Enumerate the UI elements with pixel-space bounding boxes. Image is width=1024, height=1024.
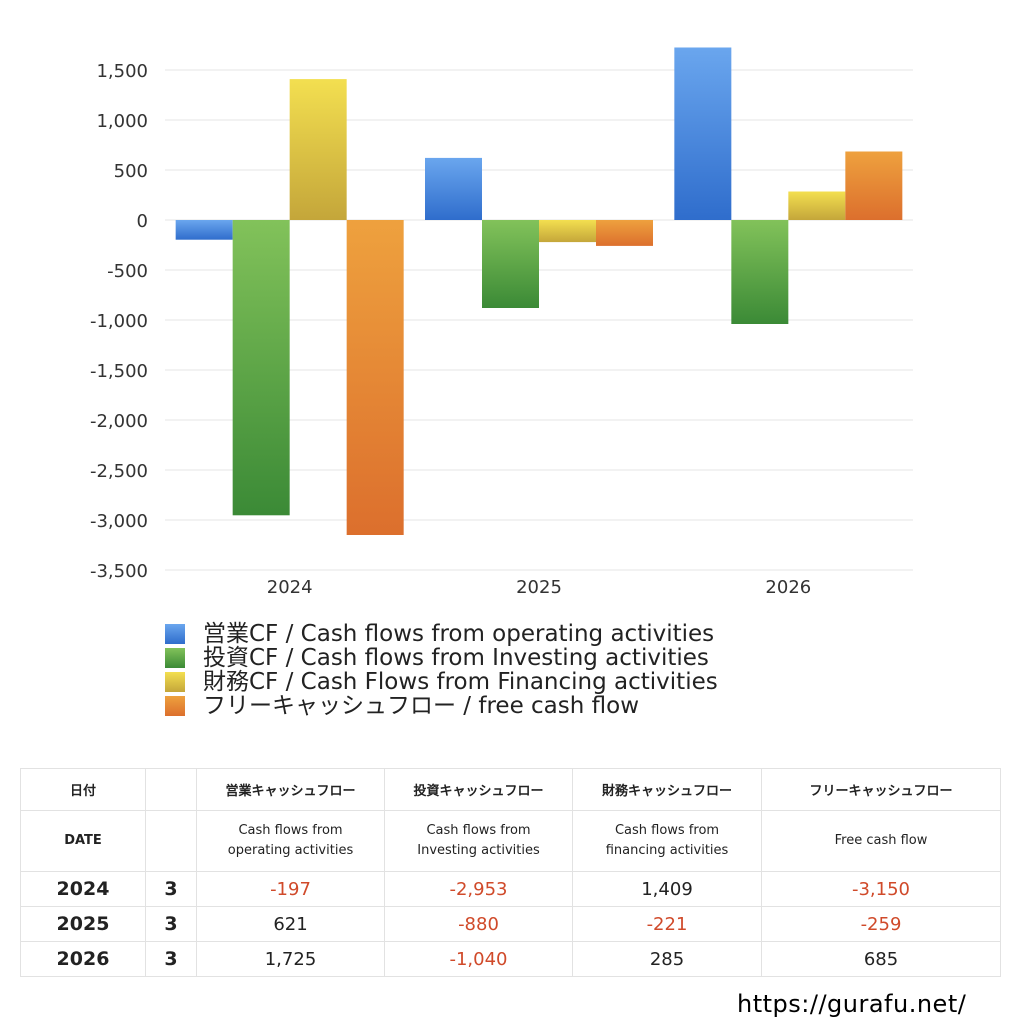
legend-item: 営業CF / Cash flows from operating activit… xyxy=(165,622,718,646)
legend-swatch xyxy=(165,624,185,644)
table-row: 2024 3 -197 -2,953 1,409 -3,150 xyxy=(20,871,1001,907)
y-tick-label: 500 xyxy=(114,161,148,182)
bars xyxy=(175,47,903,535)
cell-investing: -880 xyxy=(384,906,573,942)
header-free-ja: フリーキャッシュフロー xyxy=(761,768,1001,811)
y-tick-label: -2,500 xyxy=(90,461,148,482)
bar xyxy=(232,220,290,516)
bar xyxy=(482,220,539,308)
bar xyxy=(845,151,903,220)
y-tick-label: -1,000 xyxy=(90,311,148,332)
cash-flow-table: 日付 営業キャッシュフロー 投資キャッシュフロー 財務キャッシュフロー フリーキ… xyxy=(20,768,1001,977)
legend-label: 営業CF / Cash flows from operating activit… xyxy=(203,621,715,647)
y-tick-label: -3,000 xyxy=(90,511,148,532)
table-header-en: DATE Cash flows from operating activities… xyxy=(20,810,1001,872)
bar xyxy=(731,220,789,324)
bar xyxy=(539,220,596,243)
y-tick-label: -500 xyxy=(107,261,148,282)
site-url[interactable]: https://gurafu.net/ xyxy=(737,990,967,1018)
cell-free: -259 xyxy=(761,906,1001,942)
bar xyxy=(788,191,846,220)
y-axis-ticks: 1,500 1,000 500 0 -500 -1,000 -1,500 -2,000 -2,5… xyxy=(90,61,148,582)
x-tick-label: 2025 xyxy=(516,577,562,598)
header-free-en: Free cash flow xyxy=(761,810,1001,872)
legend-label: 財務CF / Cash Flows from Financing activit… xyxy=(203,669,718,695)
row-month: 3 xyxy=(145,871,197,907)
x-axis-ticks: 2024 2025 2026 xyxy=(267,577,811,598)
y-tick-label: 1,000 xyxy=(96,111,148,132)
legend-item: フリーキャッシュフロー / free cash flow xyxy=(165,694,718,718)
y-tick-label: -2,000 xyxy=(90,411,148,432)
y-tick-label: 0 xyxy=(137,211,148,232)
cell-free: -3,150 xyxy=(761,871,1001,907)
header-financing-ja: 財務キャッシュフロー xyxy=(572,768,762,811)
legend-item: 投資CF / Cash flows from Investing activit… xyxy=(165,646,718,670)
cash-flow-bar-chart: 1,500 1,000 500 0 -500 -1,000 -1,500 -2,000 -2,5… xyxy=(90,47,913,598)
legend-item: 財務CF / Cash Flows from Financing activit… xyxy=(165,670,718,694)
row-year: 2024 xyxy=(20,871,146,907)
header-operating-en: Cash flows from operating activities xyxy=(196,810,385,872)
cell-financing: 285 xyxy=(572,941,762,977)
cell-operating: 621 xyxy=(196,906,385,942)
header-operating-ja: 営業キャッシュフロー xyxy=(196,768,385,811)
cell-financing: -221 xyxy=(572,906,762,942)
bar xyxy=(596,220,653,246)
legend-swatch xyxy=(165,648,185,668)
y-tick-label: -3,500 xyxy=(90,561,148,582)
header-month-en xyxy=(145,810,197,872)
cell-operating: 1,725 xyxy=(196,941,385,977)
header-investing-ja: 投資キャッシュフロー xyxy=(384,768,573,811)
bar xyxy=(175,220,233,240)
row-year: 2026 xyxy=(20,941,146,977)
header-investing-en: Cash flows from Investing activities xyxy=(384,810,573,872)
row-month: 3 xyxy=(145,941,197,977)
cell-financing: 1,409 xyxy=(572,871,762,907)
table-header-ja: 日付 営業キャッシュフロー 投資キャッシュフロー 財務キャッシュフロー フリーキ… xyxy=(20,768,1001,811)
legend-swatch xyxy=(165,696,185,716)
bar xyxy=(289,79,347,220)
cell-free: 685 xyxy=(761,941,1001,977)
bar xyxy=(674,47,732,220)
row-year: 2025 xyxy=(20,906,146,942)
table-row: 2026 3 1,725 -1,040 285 685 xyxy=(20,941,1001,977)
chart-legend: 営業CF / Cash flows from operating activit… xyxy=(165,622,718,718)
header-date-ja: 日付 xyxy=(20,768,146,811)
bar xyxy=(346,220,404,535)
x-tick-label: 2024 xyxy=(267,577,313,598)
legend-label: 投資CF / Cash flows from Investing activit… xyxy=(203,645,709,671)
legend-label: フリーキャッシュフロー / free cash flow xyxy=(203,693,640,719)
bar xyxy=(425,157,482,220)
header-financing-en: Cash flows from financing activities xyxy=(572,810,762,872)
cell-investing: -1,040 xyxy=(384,941,573,977)
header-month-ja xyxy=(145,768,197,811)
x-tick-label: 2026 xyxy=(765,577,811,598)
row-month: 3 xyxy=(145,906,197,942)
cell-operating: -197 xyxy=(196,871,385,907)
header-date-en: DATE xyxy=(20,810,146,872)
legend-swatch xyxy=(165,672,185,692)
y-tick-label: -1,500 xyxy=(90,361,148,382)
cell-investing: -2,953 xyxy=(384,871,573,907)
table-row: 2025 3 621 -880 -221 -259 xyxy=(20,906,1001,942)
y-tick-label: 1,500 xyxy=(96,61,148,82)
